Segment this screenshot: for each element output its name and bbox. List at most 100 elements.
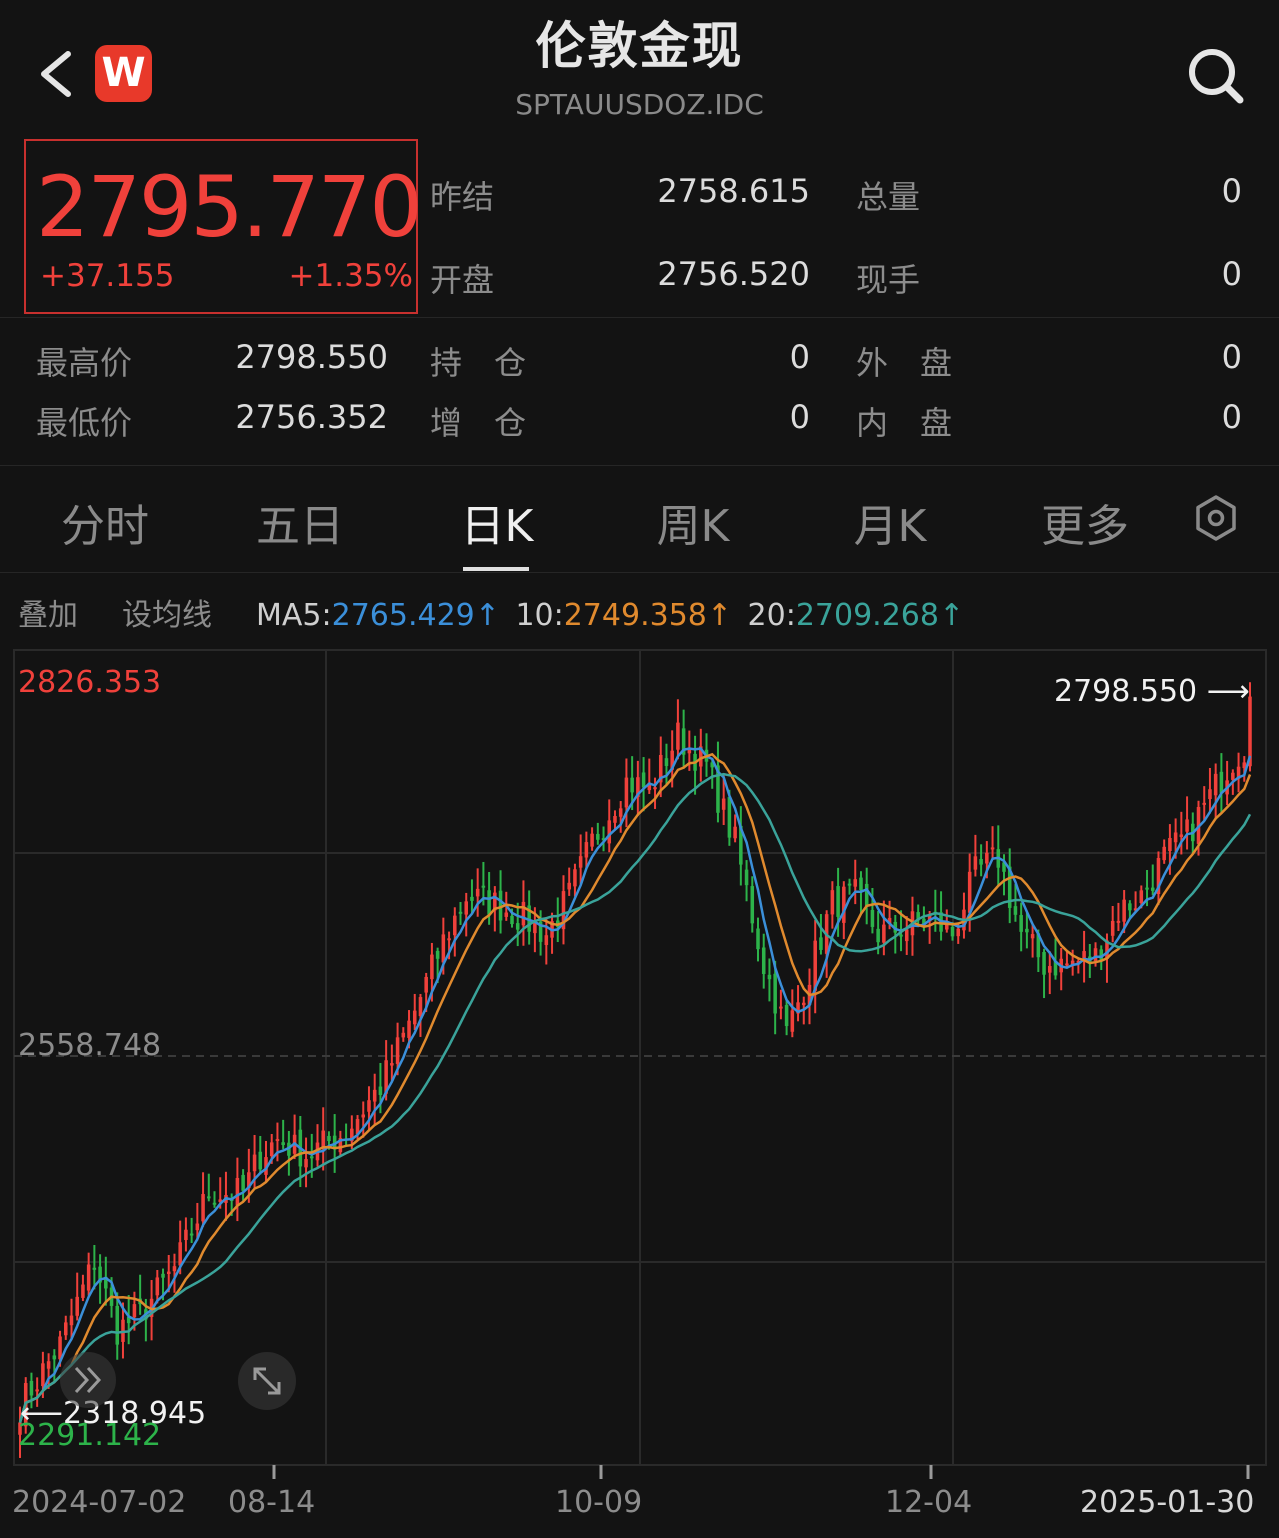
ma-indicator-row: 叠加 设均线 MA5:2765.429↑ 10:2749.358↑ 20:2709.…	[18, 590, 964, 634]
inner-volume-label: 内 盘	[856, 404, 953, 442]
candle-body	[1139, 890, 1144, 903]
candle-body	[275, 1139, 280, 1142]
candle-body	[538, 921, 543, 942]
candle-body	[1128, 903, 1132, 911]
double-chevron-right-icon	[74, 1366, 102, 1394]
candle-body	[1156, 858, 1161, 895]
tab-daily-k[interactable]: 日K	[460, 501, 534, 552]
open-value: 2756.520	[657, 255, 810, 293]
candle-body	[372, 1089, 377, 1102]
candle-body	[618, 808, 623, 817]
outer-volume-value: 0	[1221, 338, 1242, 376]
tab-more[interactable]: 更多	[1041, 501, 1129, 552]
candle-body	[1002, 862, 1006, 872]
candle-body	[1236, 766, 1241, 779]
candle-body	[435, 950, 440, 959]
candle-body	[956, 928, 961, 937]
open-interest-label: 持 仓	[430, 344, 527, 382]
open-interest-value: 0	[789, 338, 810, 376]
expand-icon	[253, 1367, 281, 1395]
page-title: 伦敦金现	[535, 17, 744, 75]
candle-body	[813, 940, 817, 991]
candle-body	[161, 1273, 165, 1278]
candle-body	[46, 1361, 51, 1369]
candle-body	[412, 1010, 417, 1025]
candle-body	[573, 869, 577, 887]
tab-five-day[interactable]: 五日	[256, 501, 344, 552]
candle-body	[184, 1229, 188, 1241]
candle-body	[1105, 940, 1109, 960]
candle-body	[218, 1199, 223, 1202]
candle-body	[126, 1316, 131, 1324]
candle-body	[950, 927, 955, 937]
candle-body	[1173, 832, 1178, 843]
fullscreen-button[interactable]	[238, 1352, 296, 1410]
candle-body	[699, 746, 703, 767]
candle-body	[58, 1336, 62, 1360]
candle-body	[1133, 908, 1138, 911]
candle-body	[1070, 960, 1075, 966]
candle-body	[155, 1277, 160, 1296]
candle-body	[979, 859, 983, 865]
current-hand-label: 现手	[856, 261, 921, 299]
candle-body	[607, 820, 612, 844]
chart-settings-button[interactable]	[1192, 494, 1240, 542]
price-highlight-box	[24, 139, 418, 314]
candle-body	[842, 886, 846, 923]
candle-body	[670, 750, 674, 770]
candle-body	[882, 924, 886, 943]
candle-body	[1013, 906, 1018, 915]
candle-body	[664, 758, 669, 767]
divider	[0, 317, 1279, 318]
tab-monthly-k[interactable]: 月K	[853, 501, 927, 552]
tab-weekly-k[interactable]: 周K	[656, 501, 730, 552]
outer-volume-label: 外 盘	[856, 344, 953, 382]
candle-body	[1036, 933, 1041, 958]
candle-body	[767, 974, 772, 980]
overlay-button[interactable]: 叠加	[18, 598, 78, 633]
search-button[interactable]	[1180, 44, 1250, 108]
back-button[interactable]	[30, 44, 86, 104]
candle-body	[801, 1002, 806, 1006]
candle-body	[166, 1271, 171, 1275]
candle-body	[1219, 771, 1224, 794]
candle-body	[447, 938, 451, 941]
set-ma-button[interactable]: 设均线	[122, 598, 212, 633]
price-change-percent: +1.35%	[288, 258, 413, 294]
ma20-value: 2709.268↑	[795, 598, 965, 633]
candle-body	[784, 1005, 789, 1027]
y-min-label: 2291.142	[18, 1418, 162, 1453]
candle-body	[475, 888, 480, 897]
candle-body	[390, 1063, 394, 1066]
ma10-label: 10:	[515, 598, 564, 633]
candle-body	[367, 1100, 371, 1112]
oi-change-label: 增 仓	[430, 404, 527, 442]
candle-body	[384, 1060, 388, 1094]
prev-settle-label: 昨结	[430, 178, 495, 216]
candle-body	[836, 886, 840, 917]
candle-body	[1116, 920, 1121, 923]
max-price-annotation: 2798.550 ⟶	[1054, 674, 1250, 709]
prev-settle-value: 2758.615	[657, 172, 810, 210]
max-price-value: 2798.550	[1054, 674, 1198, 709]
candle-body	[653, 787, 657, 790]
candle-body	[790, 1010, 795, 1032]
candle-body	[172, 1266, 177, 1272]
scroll-latest-button[interactable]	[60, 1352, 116, 1408]
candle-body	[922, 918, 926, 926]
candle-body	[1099, 949, 1104, 962]
oi-change-value: 0	[789, 398, 810, 436]
candle-body	[830, 890, 835, 915]
low-label: 最低价	[36, 404, 133, 442]
candle-body	[327, 1135, 331, 1142]
candle-body	[470, 896, 474, 901]
tab-intraday[interactable]: 分时	[61, 501, 149, 552]
candle-body	[115, 1305, 120, 1345]
candlestick-chart[interactable]	[0, 640, 1279, 1538]
candle-body	[733, 826, 737, 839]
candle-body	[1179, 834, 1184, 838]
app-logo[interactable]: W	[95, 45, 152, 102]
candle-body	[515, 923, 520, 930]
candle-body	[464, 901, 469, 915]
total-volume-label: 总量	[856, 178, 921, 216]
